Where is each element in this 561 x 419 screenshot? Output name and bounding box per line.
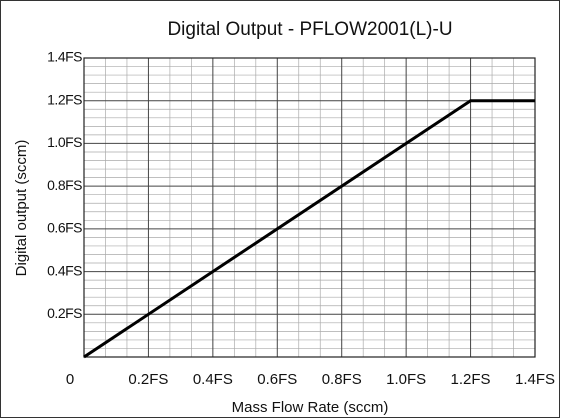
y-tick-label: 1.2FS <box>47 91 82 107</box>
data-line <box>83 99 535 359</box>
x-tick-label: 0.2FS <box>128 371 168 388</box>
x-tick-label: 1.4FS <box>515 371 555 388</box>
plot-border <box>83 57 536 358</box>
x-tick-label: 1.2FS <box>451 371 491 388</box>
x-axis-label: Mass Flow Rate (sccm) <box>232 399 389 416</box>
x-tick-label: 1.0FS <box>386 371 426 388</box>
y-tick-label: 0.6FS <box>47 220 82 236</box>
chart-title: Digital Output - PFLOW2001(L)-U <box>167 19 452 40</box>
x-tick-label: 0.6FS <box>257 371 297 388</box>
y-tick-label: 0.8FS <box>47 177 82 193</box>
y-tick-label: 1.0FS <box>47 134 82 150</box>
y-tick-label: 0.4FS <box>47 262 82 278</box>
x-tick-label: 0.4FS <box>193 371 233 388</box>
y-axis-label: Digital output (sccm) <box>13 140 30 277</box>
x-tick-label: 0 <box>66 371 74 388</box>
y-tick-label: 0.2FS <box>47 305 82 321</box>
x-tick-label: 0.8FS <box>322 371 362 388</box>
y-tick-label: 1.4FS <box>47 49 82 65</box>
